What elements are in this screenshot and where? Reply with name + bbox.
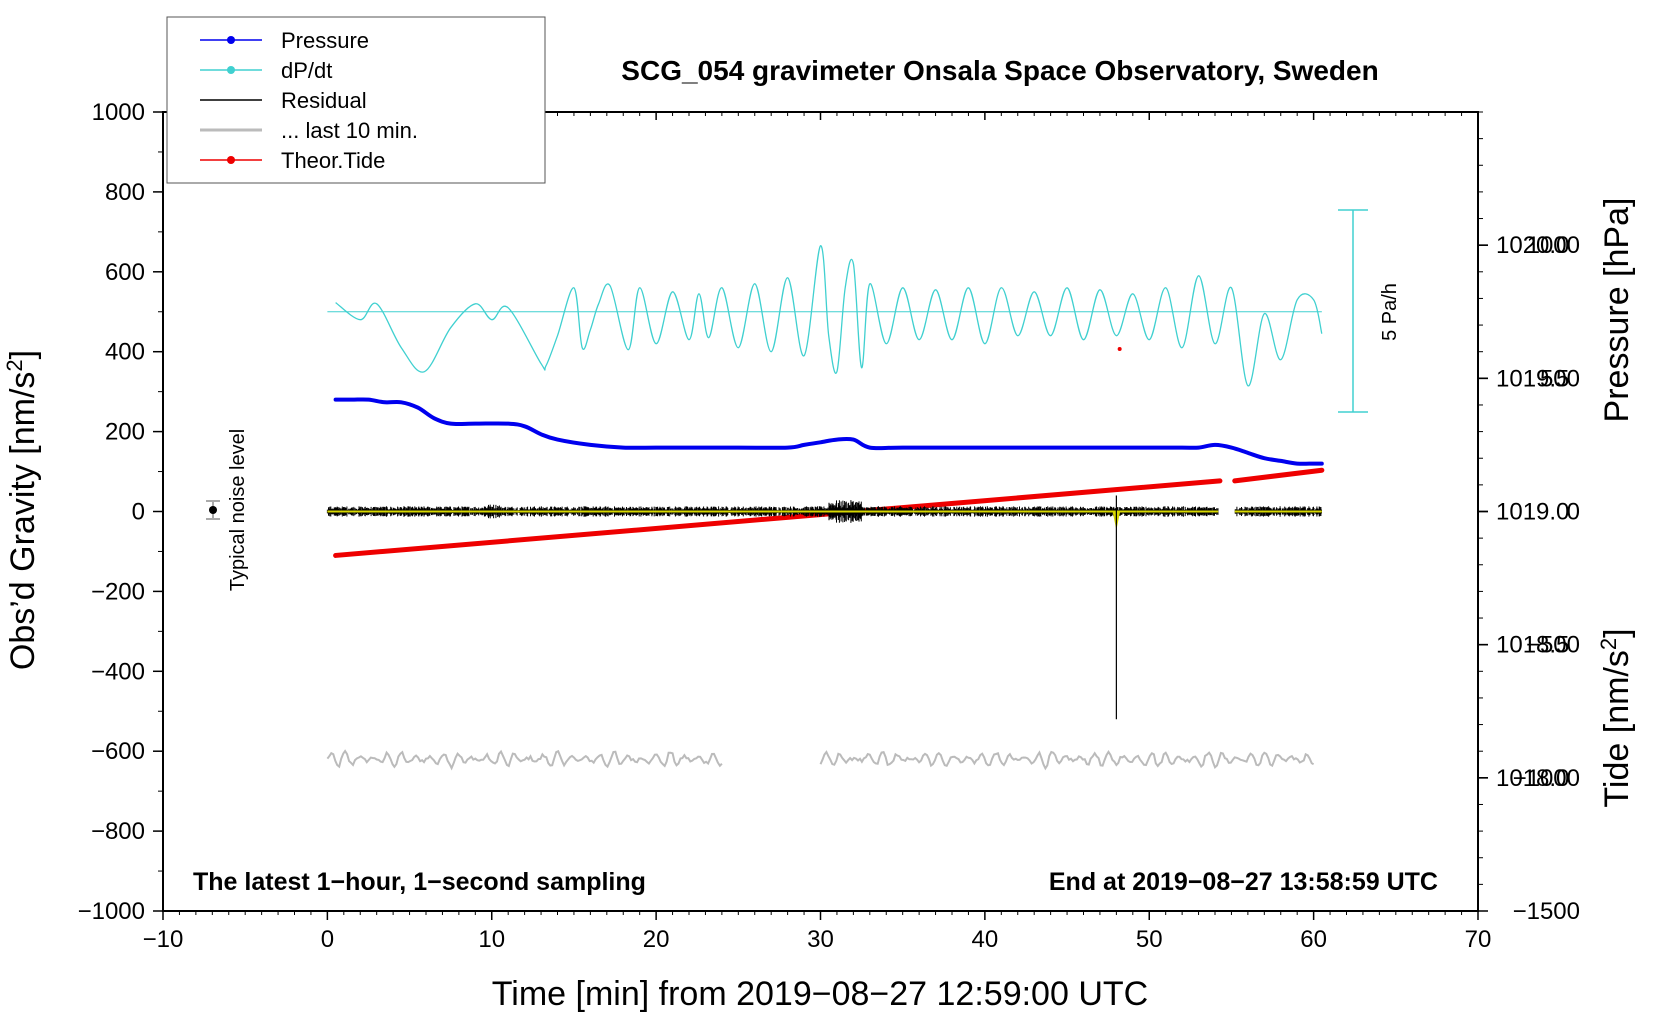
pressure-tick-label: 1020.0 [1496,232,1569,259]
pressure-tick-label: 1018.0 [1496,765,1569,792]
tide-axis-title-end: ] [1598,628,1636,637]
noise-label: Typical noise level [227,429,249,591]
y-tick-label: −400 [91,658,145,685]
last-10-min-line [819,750,1315,771]
x-tick-label: 70 [1465,926,1492,953]
tide-axis-title-sup: 2 [1596,638,1621,650]
pressure-tick-label: 1018.5 [1496,632,1569,659]
legend-items: Pressure dP/dt Residual ... last 10 min. The… [200,28,418,173]
legend-label: Theor.Tide [281,148,385,173]
x-tick-label: −10 [143,926,184,953]
tide-axis-title-main: Tide [nm/s [1598,650,1636,807]
y-tick-label: 800 [105,179,145,206]
left-y-axis-title-sup: 2 [2,359,27,371]
minor-ticks [158,111,1483,915]
legend-label: dP/dt [281,58,332,83]
noise-point [209,506,217,514]
legend-label: Pressure [281,28,369,53]
x-tick-label: 40 [972,926,999,953]
y-tick-label: 600 [105,259,145,286]
left-y-axis-title: Obs’d Gravity [nm/s2] [2,350,42,670]
legend-item: Theor.Tide [200,148,385,173]
tide-line [1232,467,1325,484]
left-y-axis-title-end: ] [4,350,42,359]
tide-tick-label: 500 [1540,365,1580,392]
x-tick-label: 30 [807,926,834,953]
tide-tick-label: 1000 [1527,232,1580,259]
legend: Pressure dP/dt Residual ... last 10 min. The… [166,16,546,184]
legend-swatch-dot [227,66,235,74]
x-tick-label: 50 [1136,926,1163,953]
tide-tick-label: 0 [1567,499,1580,526]
x-tick-label: 10 [478,926,505,953]
x-tick-label: 20 [643,926,670,953]
left-y-axis-title-main: Obs’d Gravity [nm/s [4,372,42,671]
y-tick-label: 0 [132,499,145,526]
tide-line [333,478,1223,558]
pressure-axis-title: Pressure [hPa] [1598,198,1636,423]
dpdt-scale-label: 5 Pa/h [1379,283,1401,341]
tide-axis: 1000 500 0 −500 −1000 −1500 [1478,232,1580,925]
y-tick-label: 1000 [92,99,145,126]
last-10-min-line [326,749,723,771]
legend-item: Pressure [200,28,369,53]
tide-outlier-point [1117,347,1122,352]
x-axis: −10 0 10 20 30 40 50 60 70 [143,112,1492,953]
legend-item: dP/dt [200,58,332,83]
data-series [326,245,1325,771]
tide-axis-title: Tide [nm/s2] [1596,628,1636,807]
end-time-note: End at 2019−08−27 13:58:59 UTC [1049,868,1438,896]
tide-tick-label: −1500 [1513,898,1580,925]
legend-item: ... last 10 min. [200,118,418,143]
dpdt-line [335,245,1323,387]
pressure-tick-label: 1019.0 [1496,499,1569,526]
legend-swatch-dot [227,156,235,164]
noise-level-indicator: Typical noise level [206,429,249,591]
y-tick-label: 400 [105,339,145,366]
pressure-line [333,397,1324,466]
tide-tick-label: −500 [1526,632,1580,659]
legend-item: Residual [200,88,367,113]
chart-title: SCG_054 gravimeter Onsala Space Observat… [621,55,1378,86]
dpdt-scale-bar: 5 Pa/h [1338,209,1401,413]
legend-label: Residual [281,88,367,113]
y-tick-label: −800 [91,818,145,845]
sampling-note: The latest 1−hour, 1−second sampling [193,868,646,896]
x-tick-label: 60 [1300,926,1327,953]
x-axis-title: Time [min] from 2019−08−27 12:59:00 UTC [492,975,1148,1013]
legend-label: ... last 10 min. [281,118,418,143]
pressure-axis: 1020.0 1019.5 1019.0 1018.5 1018.0 [1478,232,1569,792]
y-tick-label: 200 [105,419,145,446]
x-tick-label: 0 [321,926,334,953]
y-tick-label: −200 [91,578,145,605]
y-tick-label: −1000 [78,898,145,925]
left-y-axis: 1000 800 600 400 200 0 −200 −400 −600 −800 −1000 [78,99,163,925]
pressure-tick-label: 1019.5 [1496,365,1569,392]
legend-swatch-dot [227,36,235,44]
y-tick-label: −600 [91,738,145,765]
tide-tick-label: −1000 [1513,765,1580,792]
